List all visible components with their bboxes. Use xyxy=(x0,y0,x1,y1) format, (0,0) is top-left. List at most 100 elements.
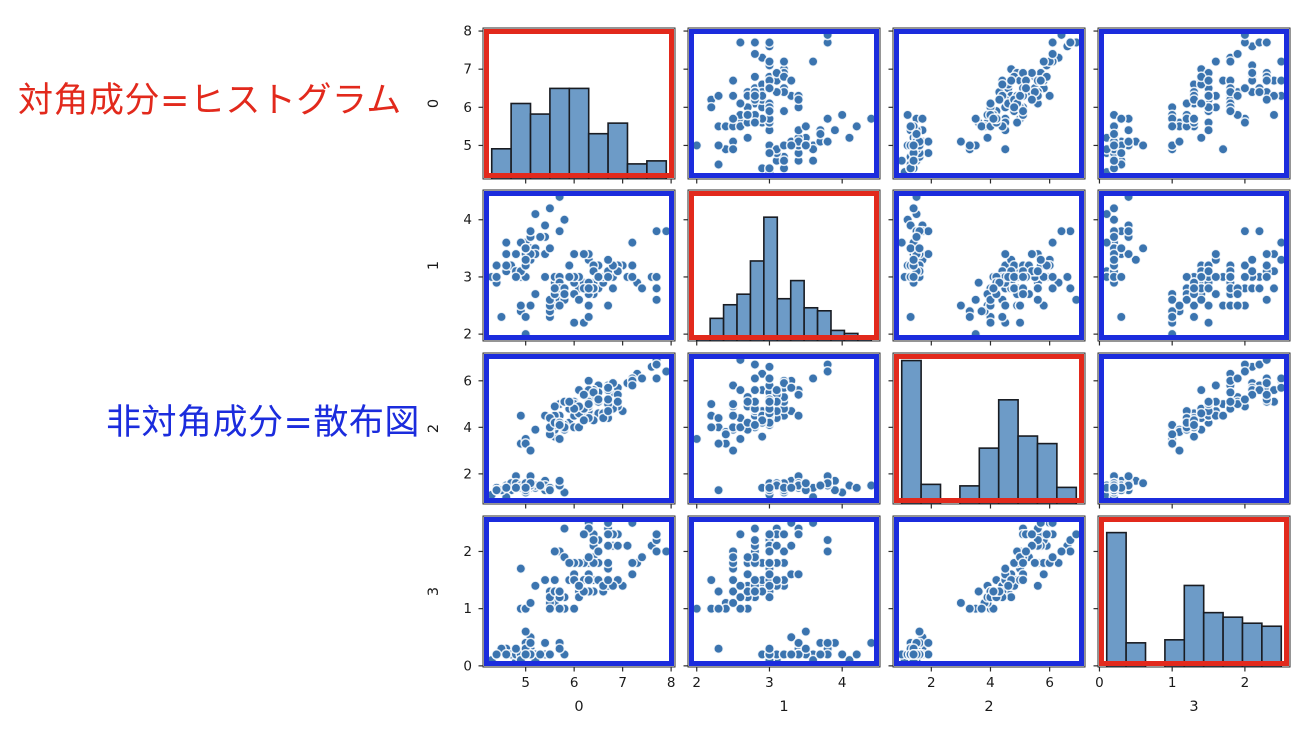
scatter-point xyxy=(734,580,746,592)
x-tick-label: 7 xyxy=(618,675,627,691)
scatter-point xyxy=(568,248,580,260)
scatter-point xyxy=(764,56,775,68)
scatter-point xyxy=(491,260,503,271)
histogram-bar xyxy=(1017,435,1039,504)
y-axis-label-0: 0 xyxy=(426,99,442,108)
scatter-point xyxy=(807,155,819,167)
cell-1-2-scatter xyxy=(888,189,1086,346)
scatter-point xyxy=(1137,477,1149,489)
scatter-point xyxy=(583,574,595,586)
scatter-point xyxy=(713,139,724,151)
x-axis-label-1: 1 xyxy=(779,699,788,715)
scatter-point xyxy=(914,626,925,637)
scatter-point xyxy=(734,384,746,396)
diagonal-red-frame xyxy=(894,354,1084,503)
scatter-point xyxy=(554,586,566,597)
scatter-point xyxy=(1002,580,1014,592)
scatter-point xyxy=(1047,271,1059,283)
scatter-point xyxy=(778,528,790,540)
scatter-point xyxy=(1017,105,1029,117)
scatter-point xyxy=(534,231,546,243)
scatter-point xyxy=(914,242,925,254)
scatter-point xyxy=(1137,139,1149,151)
scatter-point xyxy=(1239,366,1251,377)
scatter-point xyxy=(515,300,527,311)
annotation-diagonal-histogram: 対角成分=ヒストグラム xyxy=(18,81,402,121)
scatter-point xyxy=(544,484,556,496)
scatter-point xyxy=(1210,56,1222,68)
scatter-point xyxy=(651,373,663,384)
offdiagonal-blue-frame xyxy=(894,29,1084,178)
scatter-point xyxy=(793,410,804,422)
scatter-point xyxy=(800,626,812,637)
scatter-point xyxy=(771,574,783,586)
scatter-point xyxy=(1239,260,1251,271)
scatter-point xyxy=(554,419,566,431)
scatter-point xyxy=(1224,386,1236,398)
scatter-point xyxy=(1038,56,1050,68)
scatter-point xyxy=(1203,317,1214,329)
scatter-point xyxy=(1017,271,1029,283)
scatter-point xyxy=(602,540,614,552)
scatter-point xyxy=(1064,546,1076,557)
scatter-point xyxy=(822,546,834,557)
scatter-point xyxy=(651,294,663,306)
scatter-point xyxy=(592,546,604,557)
scatter-point xyxy=(549,282,561,294)
scatter-point xyxy=(771,384,783,396)
scatter-point xyxy=(1108,254,1120,266)
scatter-point xyxy=(1137,242,1149,254)
offdiagonal-blue-frame xyxy=(689,354,879,503)
scatter-point xyxy=(764,528,775,540)
scatter-point xyxy=(529,208,541,220)
scatter-point xyxy=(554,643,566,655)
scatter-point xyxy=(520,626,532,637)
scatter-point xyxy=(705,398,717,410)
scatter-point xyxy=(1254,86,1265,98)
y-axis-label-3: 3 xyxy=(426,587,442,596)
y-tick-label: 3 xyxy=(463,269,472,285)
scatter-point xyxy=(800,120,812,132)
scatter-point xyxy=(520,648,532,660)
scatter-point xyxy=(602,382,614,394)
scatter-point xyxy=(1108,155,1120,167)
scatter-point xyxy=(814,648,826,660)
y-tick-label: 7 xyxy=(463,62,472,78)
scatter-point xyxy=(1246,265,1258,277)
cell-0-2-scatter xyxy=(888,27,1086,184)
cell-2-3-scatter xyxy=(1093,352,1291,509)
histogram-bar xyxy=(900,359,922,504)
scatter-point xyxy=(822,366,834,377)
scatter-point xyxy=(749,48,761,60)
scatter-point xyxy=(985,317,996,329)
scatter-point xyxy=(563,271,575,283)
scatter-point xyxy=(1064,225,1076,237)
scatter-point xyxy=(1115,242,1127,254)
scatter-point xyxy=(583,398,595,410)
scatter-point xyxy=(911,128,922,140)
scatter-point xyxy=(578,389,590,401)
scatter-point xyxy=(922,225,934,237)
x-axis-label-0: 0 xyxy=(574,699,583,715)
scatter-point xyxy=(1224,271,1236,283)
scatter-point xyxy=(800,139,812,151)
scatter-point xyxy=(534,648,546,660)
scatter-point xyxy=(713,159,724,170)
scatter-point xyxy=(999,143,1011,155)
scatter-point xyxy=(973,277,985,289)
scatter-point xyxy=(996,78,1008,90)
scatter-point xyxy=(1108,214,1120,226)
scatter-point xyxy=(544,603,556,615)
scatter-point xyxy=(1246,67,1258,79)
scatter-point xyxy=(785,631,797,643)
scatter-point xyxy=(578,528,590,540)
scatter-point xyxy=(602,528,614,540)
y-tick-label: 6 xyxy=(463,100,472,116)
scatter-point xyxy=(520,311,532,323)
cell-3-0-scatter xyxy=(478,515,676,672)
scatter-point xyxy=(1203,75,1214,87)
scatter-point xyxy=(1166,428,1178,440)
scatter-point xyxy=(778,546,790,557)
